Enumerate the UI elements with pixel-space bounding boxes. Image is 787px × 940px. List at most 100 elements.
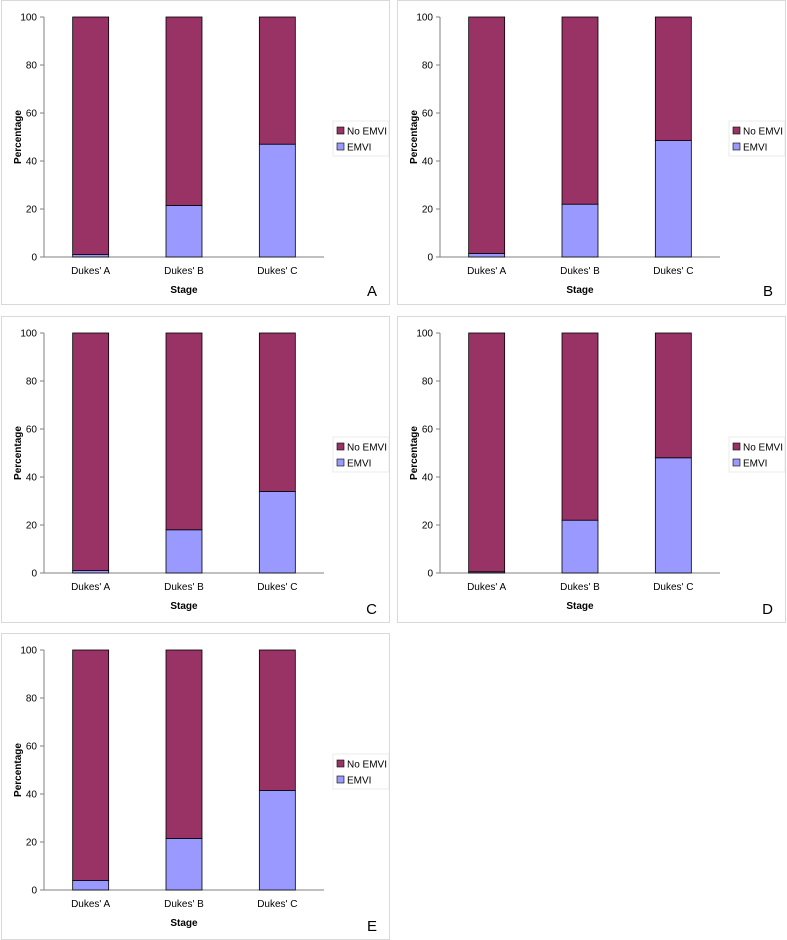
legend-swatch-emvi	[732, 142, 741, 151]
chart-svg: 0 20 40 60 80 100 Dukes' A Dukes' B Dukes' C Stag…	[409, 13, 785, 300]
y-tick-label: 20	[26, 838, 38, 849]
y-tick-label: 80	[422, 377, 434, 388]
panel-label: D	[762, 601, 773, 618]
y-tick-label: 60	[26, 109, 38, 120]
legend-swatch-emvi	[336, 775, 345, 784]
x-tick-label: Dukes' A	[71, 266, 110, 277]
bar-emvi-dukes-c	[258, 789, 296, 891]
x-tick-label: Dukes' C	[653, 266, 693, 277]
bar-no-emvi-dukes-c	[654, 332, 692, 459]
bar-emvi-dukes-b	[561, 203, 599, 258]
chart-svg: 0 20 40 60 80 100 Dukes' A Dukes' B Dukes' C Stag…	[409, 329, 785, 618]
bar-no-emvi-dukes-c	[258, 16, 296, 145]
bar-no-emvi-dukes-c	[654, 16, 692, 141]
x-axis-title: Stage	[566, 285, 594, 296]
bar-no-emvi-dukes-b	[561, 332, 599, 521]
chart-svg: 0 20 40 60 80 100 Dukes' A Dukes' B Dukes' C Stag…	[13, 329, 389, 618]
legend-swatch-emvi	[336, 458, 345, 467]
bar-emvi-dukes-b	[165, 204, 203, 258]
legend-swatch-no-emvi	[336, 442, 345, 451]
x-tick-label: Dukes' C	[257, 266, 297, 277]
y-tick-label: 40	[26, 473, 38, 484]
y-tick-label: 0	[31, 569, 37, 580]
bar-no-emvi-dukes-b	[165, 332, 203, 531]
legend: No EMVI EMVI	[728, 436, 785, 473]
chart-panel-a: 0 20 40 60 80 100 Dukes' A Dukes' B Dukes' C Stag…	[1, 0, 390, 305]
legend-label-emvi: EMVI	[743, 143, 767, 154]
bar-no-emvi-dukes-a	[468, 16, 506, 254]
y-tick-label: 60	[422, 425, 434, 436]
x-axis-title: Stage	[170, 285, 198, 296]
legend-label-emvi: EMVI	[347, 459, 371, 470]
bar-no-emvi-dukes-a	[72, 649, 110, 881]
panel-label: A	[367, 283, 377, 300]
y-tick-label: 20	[26, 205, 38, 216]
bar-no-emvi-dukes-c	[258, 649, 296, 791]
x-tick-label: Dukes' B	[560, 582, 600, 593]
bar-emvi-dukes-a	[468, 252, 506, 258]
legend-swatch-emvi	[336, 142, 345, 151]
bar-emvi-dukes-a	[72, 879, 110, 891]
x-axis-title: Stage	[170, 918, 198, 929]
bar-no-emvi-dukes-b	[165, 649, 203, 839]
y-axis-title: Percentage	[13, 743, 24, 797]
x-tick-label: Dukes' A	[467, 582, 506, 593]
x-tick-label: Dukes' C	[653, 582, 693, 593]
bar-emvi-dukes-c	[654, 457, 692, 574]
x-tick-label: Dukes' B	[164, 582, 204, 593]
y-axis-title: Percentage	[409, 110, 420, 164]
legend: No EMVI EMVI	[332, 436, 389, 473]
chart-svg: 0 20 40 60 80 100 Dukes' A Dukes' B Dukes' C Stag…	[13, 646, 389, 935]
bar-no-emvi-dukes-b	[561, 16, 599, 205]
legend-swatch-no-emvi	[336, 126, 345, 135]
x-axis-title: Stage	[170, 601, 198, 612]
y-tick-label: 40	[422, 157, 434, 168]
y-tick-label: 0	[31, 253, 37, 264]
chart-panel-e: 0 20 40 60 80 100 Dukes' A Dukes' B Dukes' C Stag…	[1, 633, 390, 940]
legend-swatch-no-emvi	[732, 126, 741, 135]
y-axis-title: Percentage	[409, 426, 420, 480]
legend-label-no-emvi: No EMVI	[743, 127, 783, 138]
bar-emvi-dukes-b	[561, 519, 599, 574]
y-tick-label: 0	[427, 253, 433, 264]
x-tick-label: Dukes' B	[164, 266, 204, 277]
legend-label-no-emvi: No EMVI	[347, 127, 387, 138]
y-tick-label: 80	[26, 377, 38, 388]
y-axis-title: Percentage	[13, 110, 24, 164]
legend-label-no-emvi: No EMVI	[743, 443, 783, 454]
legend-label-emvi: EMVI	[743, 459, 767, 470]
y-tick-label: 40	[26, 157, 38, 168]
y-tick-label: 20	[422, 205, 434, 216]
x-tick-label: Dukes' A	[71, 582, 110, 593]
y-tick-label: 100	[416, 329, 433, 340]
panel-label: C	[366, 601, 377, 618]
y-tick-label: 0	[427, 569, 433, 580]
bar-no-emvi-dukes-a	[72, 332, 110, 572]
y-tick-label: 40	[26, 790, 38, 801]
y-tick-label: 60	[422, 109, 434, 120]
x-tick-label: Dukes' B	[164, 899, 204, 910]
legend: No EMVI EMVI	[332, 120, 389, 157]
bar-no-emvi-dukes-a	[72, 16, 110, 256]
y-tick-label: 100	[20, 646, 37, 657]
x-tick-label: Dukes' A	[71, 899, 110, 910]
legend-swatch-no-emvi	[732, 442, 741, 451]
y-tick-label: 0	[31, 886, 37, 897]
panel-label: B	[763, 283, 773, 300]
chart-panel-b: 0 20 40 60 80 100 Dukes' A Dukes' B Dukes' C Stag…	[397, 0, 786, 305]
bar-no-emvi-dukes-c	[258, 332, 296, 492]
legend: No EMVI EMVI	[728, 120, 785, 157]
bar-emvi-dukes-b	[165, 529, 203, 574]
legend-label-no-emvi: No EMVI	[347, 760, 387, 771]
y-tick-label: 100	[416, 13, 433, 24]
y-tick-label: 100	[20, 13, 37, 24]
y-tick-label: 60	[26, 425, 38, 436]
y-tick-label: 20	[422, 521, 434, 532]
x-tick-label: Dukes' C	[257, 582, 297, 593]
legend-label-no-emvi: No EMVI	[347, 443, 387, 454]
bar-emvi-dukes-b	[165, 837, 203, 891]
y-tick-label: 40	[422, 473, 434, 484]
y-tick-label: 80	[422, 61, 434, 72]
bar-no-emvi-dukes-b	[165, 16, 203, 206]
y-axis-title: Percentage	[13, 426, 24, 480]
